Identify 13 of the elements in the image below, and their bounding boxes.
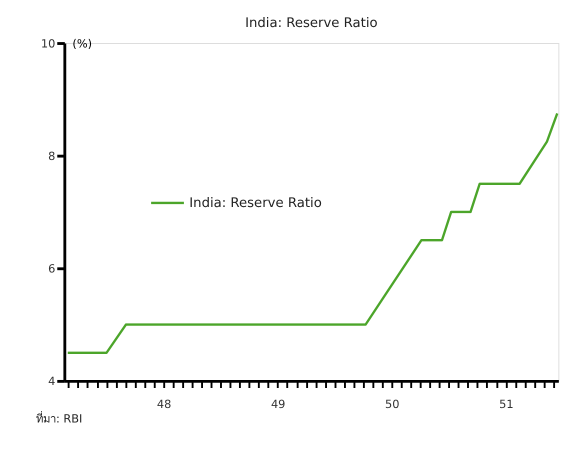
x-tick-label: 48 bbox=[156, 396, 172, 411]
y-tick-label: 6 bbox=[48, 262, 56, 276]
y-tick-label: 4 bbox=[48, 374, 56, 388]
x-tick-label: 49 bbox=[270, 396, 286, 411]
chart-title: India: Reserve Ratio bbox=[245, 16, 378, 31]
y-tick-label: 10 bbox=[40, 36, 56, 50]
y-axis-title: (%) bbox=[72, 36, 92, 50]
x-tick-label: 51 bbox=[499, 396, 514, 411]
x-tick-label: 50 bbox=[385, 396, 400, 411]
text: ที่มา: RBI bbox=[36, 410, 82, 426]
y-tick-label: 8 bbox=[48, 148, 56, 163]
line-series bbox=[66, 112, 558, 354]
legend-label: India: Reserve Ratio bbox=[189, 196, 322, 211]
